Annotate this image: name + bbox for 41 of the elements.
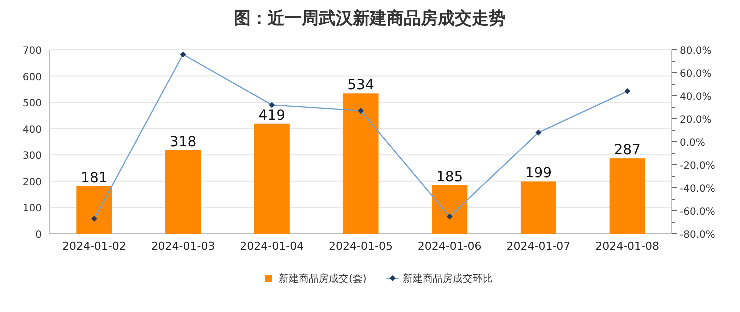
- y2-tick-label: 80.0%: [680, 46, 712, 57]
- x-tick-label: 2024-01-07: [506, 240, 571, 253]
- legend-label: 新建商品房成交(套): [279, 273, 367, 285]
- bar: [254, 124, 290, 234]
- bar: [76, 186, 112, 234]
- legend-label: 新建商品房成交环比: [402, 273, 493, 285]
- y2-tick-label: 0.0%: [680, 138, 706, 149]
- data-label: 287: [614, 142, 641, 159]
- bar: [343, 94, 379, 234]
- data-label: 199: [525, 166, 552, 182]
- x-tick-label: 2024-01-03: [151, 240, 216, 253]
- x-tick-label: 2024-01-05: [329, 240, 393, 253]
- y2-tick-label: -40.0%: [680, 184, 716, 195]
- y-tick-label: 500: [22, 98, 42, 110]
- y-tick-label: 300: [22, 151, 42, 162]
- chart-title: 图：近一周武汉新建商品房成交走势: [234, 9, 506, 29]
- data-label: 181: [81, 170, 108, 186]
- bar: [432, 185, 468, 234]
- y-tick-label: 0: [36, 230, 42, 241]
- y2-tick-label: -60.0%: [680, 207, 716, 218]
- x-tick-label: 2024-01-04: [240, 240, 304, 253]
- y2-tick-label: -80.0%: [680, 230, 716, 241]
- bar: [166, 150, 202, 234]
- y2-tick-label: -20.0%: [680, 161, 716, 172]
- y2-tick-label: 20.0%: [680, 115, 712, 126]
- bar: [520, 182, 556, 234]
- bar: [610, 158, 646, 234]
- y2-tick-label: 40.0%: [680, 92, 712, 103]
- y2-tick-label: 60.0%: [680, 69, 712, 80]
- x-tick-label: 2024-01-06: [418, 240, 482, 253]
- x-tick-label: 2024-01-02: [62, 240, 126, 253]
- data-label: 419: [258, 108, 286, 124]
- y-tick-label: 700: [22, 46, 42, 57]
- y-tick-label: 200: [22, 177, 42, 188]
- y-tick-label: 100: [22, 204, 42, 215]
- x-tick-label: 2024-01-08: [596, 240, 660, 253]
- data-label: 318: [170, 134, 197, 150]
- y-tick-label: 400: [22, 124, 42, 136]
- data-label: 185: [436, 169, 464, 186]
- y-tick-label: 600: [22, 72, 42, 84]
- data-label: 534: [348, 78, 374, 94]
